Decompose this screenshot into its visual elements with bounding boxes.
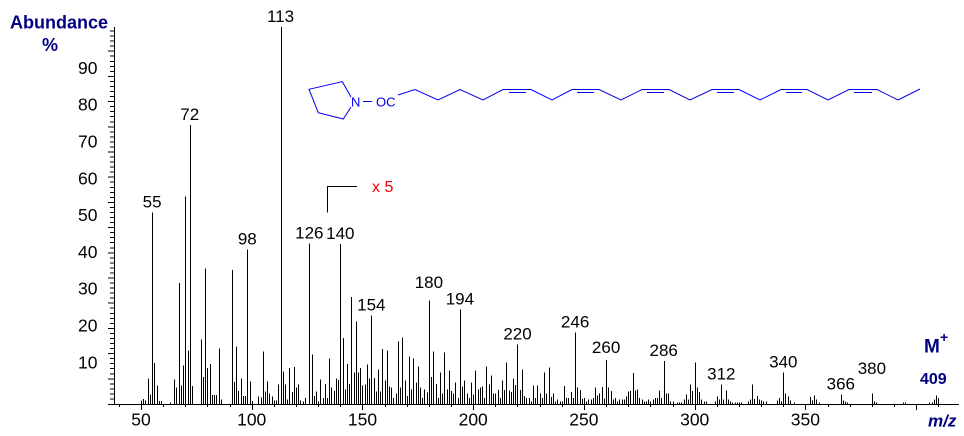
- x-tick-label: 300: [680, 410, 709, 430]
- x-axis-tick-labels: 50 100 150 200 250 300 350: [131, 410, 820, 430]
- peak-label: 180: [415, 273, 443, 292]
- x-axis-ticks: [119, 404, 939, 410]
- y-tick-label: 60: [78, 168, 98, 188]
- peak-label: 340: [769, 353, 797, 372]
- peak-label: 380: [858, 359, 886, 378]
- peak-label: 312: [707, 365, 735, 384]
- y-tick-label: 10: [78, 352, 98, 372]
- peak-label: 366: [827, 375, 855, 394]
- x-tick-label: 150: [348, 410, 377, 430]
- peak-label: 140: [326, 224, 354, 243]
- y-axis-unit: %: [42, 35, 58, 55]
- spectrum-peaks: [141, 27, 939, 404]
- peak-label: 246: [561, 313, 589, 332]
- peak-label: 98: [238, 230, 257, 249]
- nitrogen-atom-label: N: [351, 95, 360, 110]
- molecular-ion-charge: +: [940, 329, 948, 345]
- peak-label: 72: [180, 105, 199, 124]
- chemical-structure: N OC: [308, 81, 921, 120]
- magnification-bracket: [327, 186, 357, 213]
- y-axis-ticks: [108, 30, 115, 400]
- y-tick-label: 50: [78, 205, 98, 225]
- x-tick-label: 50: [131, 410, 151, 430]
- x-axis-title: m/z: [928, 412, 957, 431]
- peak-label: 113: [267, 7, 294, 26]
- x-tick-label: 200: [459, 410, 488, 430]
- peak-label: 126: [295, 224, 323, 243]
- molecular-ion-mz: 409: [920, 371, 947, 388]
- peak-label: 286: [650, 341, 678, 360]
- y-tick-label: 90: [78, 58, 98, 78]
- molecular-ion-label: M: [924, 337, 940, 358]
- peak-label: 154: [357, 295, 385, 314]
- carbonyl-label: OC: [376, 95, 396, 110]
- x-tick-label: 250: [569, 410, 598, 430]
- y-axis-title: Abundance: [10, 13, 108, 33]
- magnification-label: x 5: [372, 179, 393, 196]
- y-axis-tick-labels: 10 20 30 40 50 60 70 80 90: [78, 58, 98, 372]
- x-tick-label: 100: [237, 410, 266, 430]
- x-tick-label: 350: [791, 410, 820, 430]
- y-tick-label: 80: [78, 95, 98, 115]
- acyl-chain: [397, 88, 921, 101]
- peak-label: 260: [592, 338, 620, 357]
- pyrrolidine-ring: [308, 81, 352, 120]
- peak-label: 55: [143, 193, 162, 212]
- y-tick-label: 70: [78, 132, 98, 152]
- y-tick-label: 20: [78, 316, 98, 336]
- y-tick-label: 40: [78, 242, 98, 262]
- y-tick-label: 30: [78, 279, 98, 299]
- peak-label: 194: [446, 289, 474, 308]
- peak-label: 220: [503, 324, 531, 343]
